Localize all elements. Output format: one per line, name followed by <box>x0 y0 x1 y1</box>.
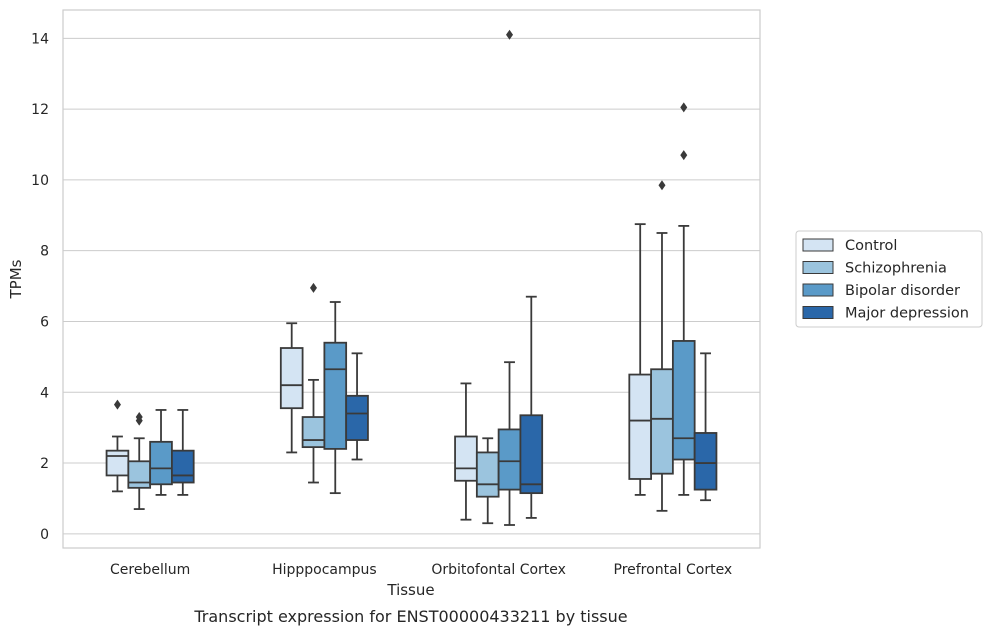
y-tick-label: 12 <box>31 102 49 118</box>
box-iqr <box>475 451 500 498</box>
box-3-3 <box>693 352 718 502</box>
y-tick-label: 2 <box>40 456 49 472</box>
legend-label: Major depression <box>845 306 969 322</box>
box-iqr <box>171 449 195 484</box>
box-iqr <box>323 341 348 450</box>
box-iqr <box>628 373 652 480</box>
x-axis-ticks: Cerebellum Hipppocampus Orbitofontal Corte… <box>110 562 732 578</box>
box-1-2 <box>323 301 348 495</box>
box-1-3 <box>345 352 369 461</box>
outlier-point <box>680 102 688 113</box>
box-iqr <box>693 432 718 491</box>
box-3-2 <box>671 102 696 496</box>
outlier-point <box>113 399 121 410</box>
outlier-point <box>658 180 666 191</box>
box-0-2 <box>149 409 173 496</box>
x-tick-label: Hipppocampus <box>272 562 377 578</box>
box-2-3 <box>519 295 544 519</box>
box-1-1 <box>301 282 326 484</box>
y-tick-label: 6 <box>40 314 49 330</box>
y-axis-title: TPMs <box>7 259 25 299</box>
box-iqr <box>497 428 522 491</box>
box-iqr <box>650 368 674 475</box>
x-tick-label: Cerebellum <box>110 562 190 578</box>
box-0-0 <box>105 399 130 493</box>
chart-caption: Transcript expression for ENST0000043321… <box>193 607 627 626</box>
y-tick-label: 14 <box>31 31 49 47</box>
x-tick-label: Orbitofontal Cortex <box>431 562 566 578</box>
y-tick-label: 10 <box>31 173 49 189</box>
y-tick-label: 4 <box>40 385 49 401</box>
plot-frame <box>62 9 761 549</box>
box-3-0 <box>628 223 652 496</box>
outlier-point <box>506 29 514 40</box>
box-iqr <box>279 347 304 410</box>
legend-swatch <box>802 261 834 274</box>
legend-swatch <box>802 238 834 252</box>
box-iqr <box>301 416 326 449</box>
box-3-1 <box>650 180 674 512</box>
legend-swatch <box>802 283 834 297</box>
box-plot-area <box>105 29 718 526</box>
legend-label: Bipolar disorder <box>845 283 960 299</box>
box-iqr <box>671 340 696 461</box>
y-tick-label: 8 <box>40 244 49 260</box>
box-iqr <box>127 460 152 489</box>
box-iqr <box>454 435 478 482</box>
legend-label: Schizophrenia <box>845 261 947 277</box>
outlier-point <box>135 412 143 423</box>
box-iqr <box>105 449 130 477</box>
box-0-3 <box>171 409 195 496</box>
legend-label: Control <box>845 238 897 254</box>
outlier-point <box>309 282 317 293</box>
y-axis-ticks: 0 2 4 6 8 10 12 14 <box>31 31 49 543</box>
legend: Control Schizophrenia Bipolar disorder Majo… <box>795 230 983 328</box>
box-iqr <box>149 440 173 486</box>
box-1-0 <box>279 322 304 454</box>
box-0-1 <box>127 412 152 510</box>
legend-swatch <box>802 306 834 319</box>
legend-frame <box>795 230 983 328</box>
box-2-0 <box>454 382 478 521</box>
x-axis-title: Tissue <box>386 581 434 599</box>
box-2-1 <box>475 437 500 525</box>
x-tick-label: Prefrontal Cortex <box>614 562 733 578</box>
box-2-2 <box>497 29 522 526</box>
y-tick-label: 0 <box>40 527 49 543</box>
outlier-point <box>680 150 688 161</box>
box-iqr <box>345 394 369 441</box>
box-iqr <box>519 414 544 495</box>
